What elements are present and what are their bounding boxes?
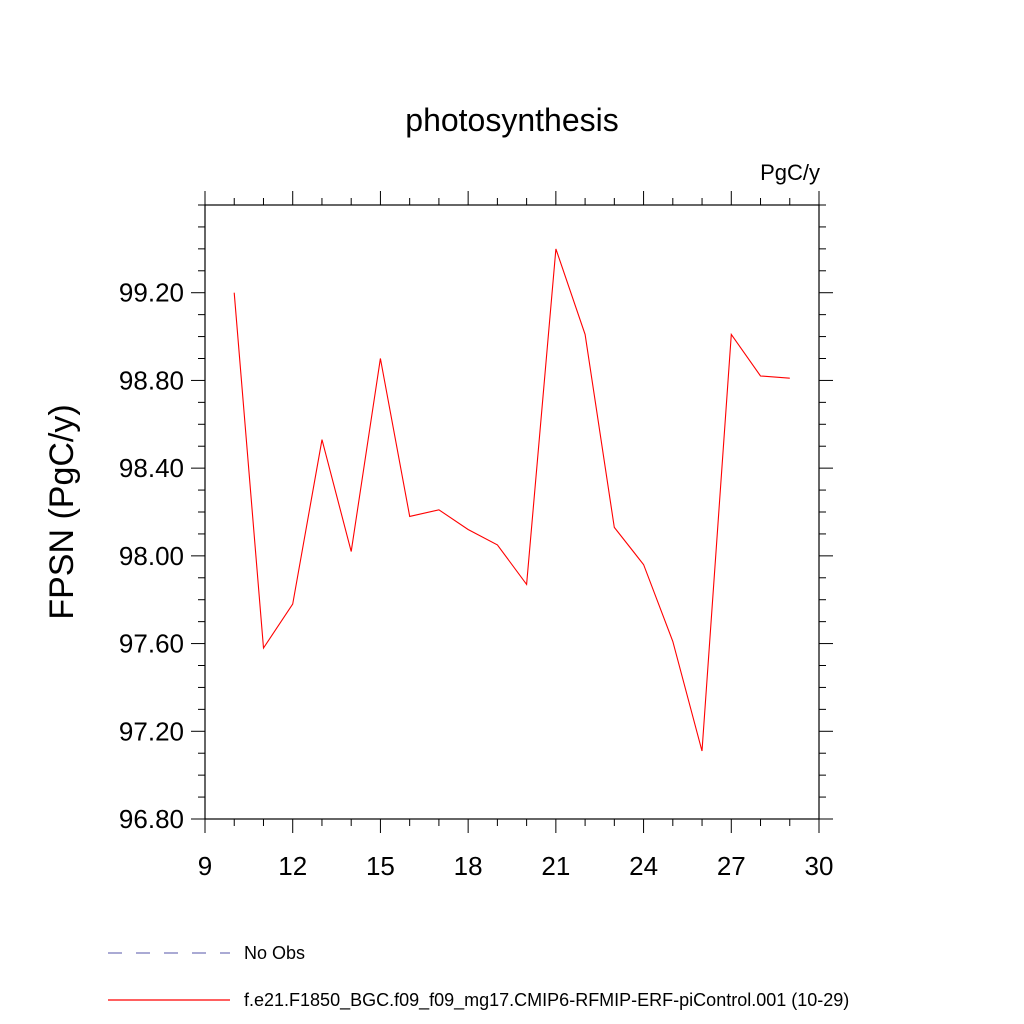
chart-title: photosynthesis: [405, 102, 618, 138]
y-tick-label: 98.00: [119, 541, 184, 571]
y-tick-label: 98.80: [119, 365, 184, 395]
axis-ticks: [191, 191, 833, 833]
y-axis-label: FPSN (PgC/y): [43, 404, 81, 619]
x-tick-label: 9: [198, 851, 212, 881]
x-tick-label: 24: [629, 851, 658, 881]
series-layer: [233, 248, 790, 752]
legend-label-no-obs: No Obs: [244, 943, 305, 963]
units-label: PgC/y: [760, 160, 820, 185]
x-tick-label: 27: [717, 851, 746, 881]
legend-label-model-run: f.e21.F1850_BGC.f09_f09_mg17.CMIP6-RFMIP…: [244, 990, 849, 1011]
x-tick-label: 18: [454, 851, 483, 881]
y-tick-labels: 96.80 97.20 97.60 98.00 98.40 98.80 99.20: [119, 278, 184, 834]
y-tick-label: 97.20: [119, 716, 184, 746]
plot-frame: [204, 204, 820, 820]
y-tick-label: 96.80: [119, 804, 184, 834]
x-tick-label: 21: [541, 851, 570, 881]
x-tick-label: 30: [805, 851, 834, 881]
x-tick-labels: 9 12 15 18 21 24 27 30: [198, 851, 834, 881]
y-tick-label: 97.60: [119, 629, 184, 659]
y-tick-label: 99.20: [119, 278, 184, 308]
legend: No Obs f.e21.F1850_BGC.f09_f09_mg17.CMIP…: [108, 943, 849, 1011]
series-line: [233, 248, 790, 752]
x-tick-label: 12: [278, 851, 307, 881]
y-tick-label: 98.40: [119, 453, 184, 483]
x-tick-label: 15: [366, 851, 395, 881]
